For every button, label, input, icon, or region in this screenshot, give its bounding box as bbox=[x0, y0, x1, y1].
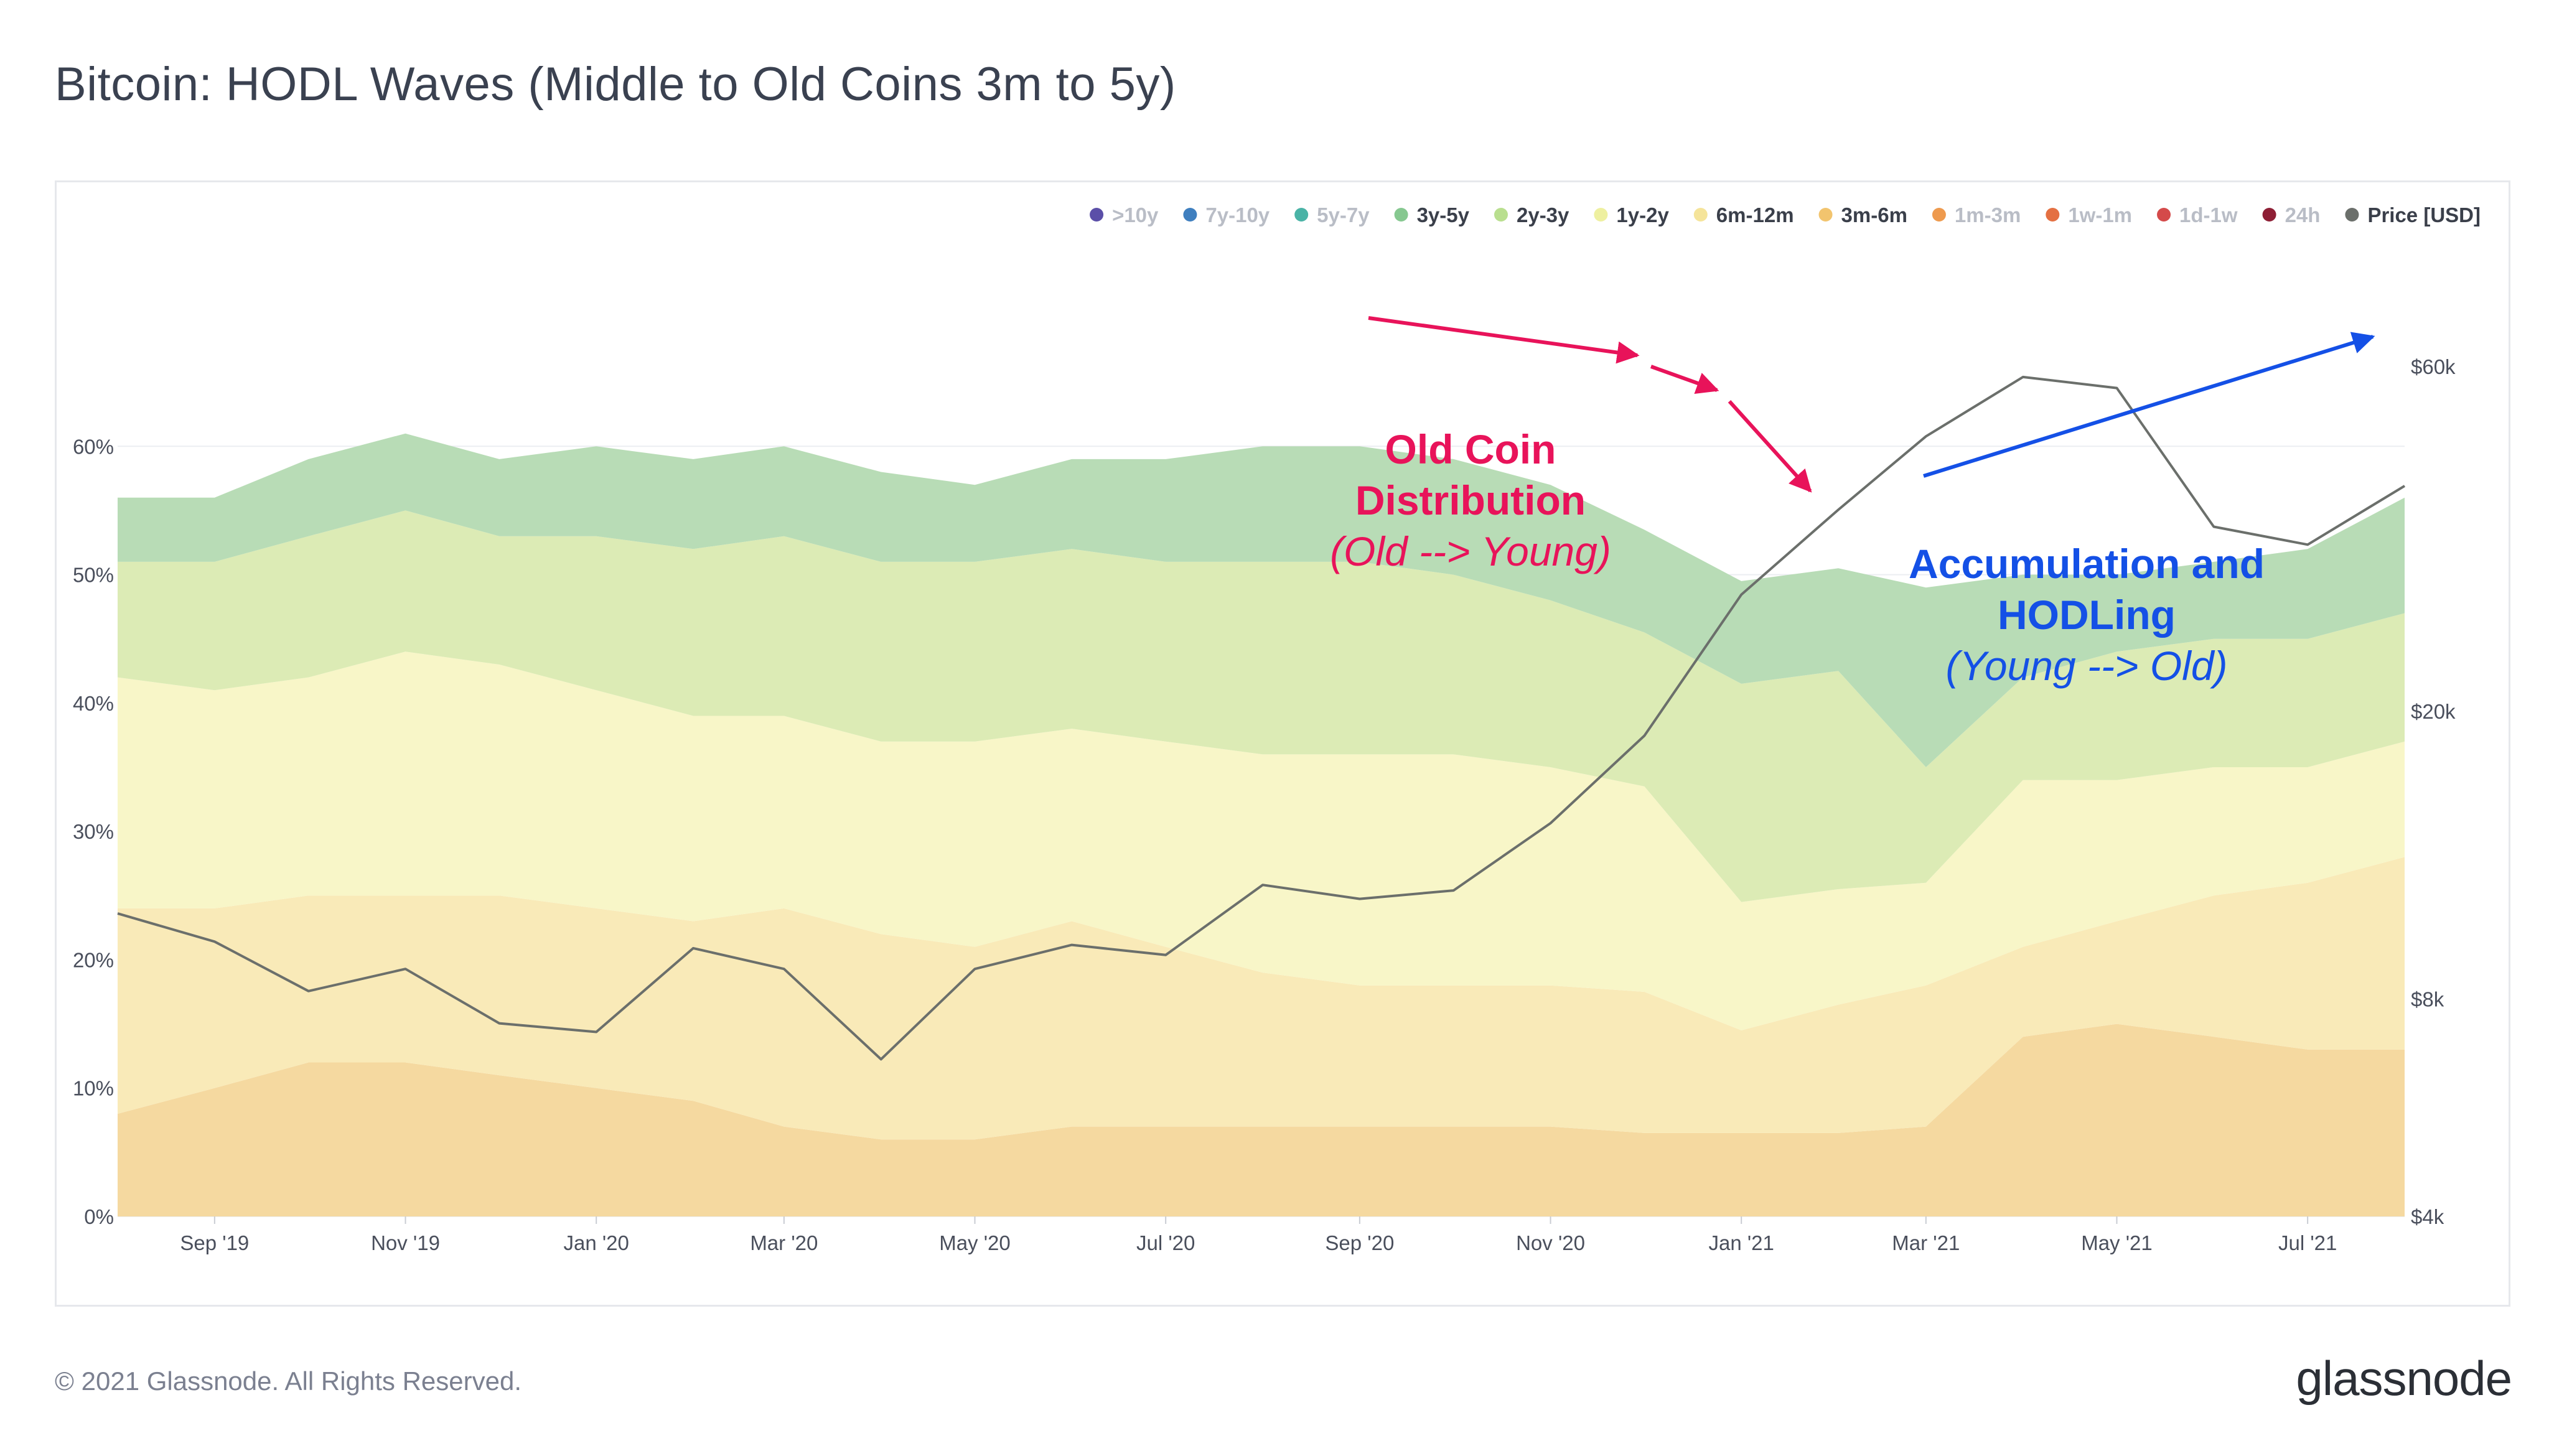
legend-dot bbox=[1818, 208, 1833, 222]
legend-dot bbox=[2262, 208, 2276, 222]
distribution-label-line1: Old Coin bbox=[1385, 426, 1556, 472]
accumulation-subtitle: (Young --> Old) bbox=[1945, 643, 2227, 689]
legend-label: 1w-1m bbox=[2068, 203, 2132, 226]
legend-item-3m-6m[interactable]: 3m-6m bbox=[1818, 203, 1907, 226]
legend-label: 3y-5y bbox=[1417, 203, 1470, 226]
legend-label: 5y-7y bbox=[1317, 203, 1370, 226]
legend-label: 3m-6m bbox=[1841, 203, 1907, 226]
legend-dot bbox=[2157, 208, 2171, 222]
y-axis-right: $4k $8k $20k $60k bbox=[2411, 355, 2456, 1228]
y-right-tick-label: $60k bbox=[2411, 355, 2456, 378]
y-left-tick-label: 60% bbox=[73, 435, 114, 458]
legend-dot bbox=[1494, 208, 1508, 222]
brand-logo[interactable]: glassnode bbox=[2296, 1351, 2512, 1406]
legend-label: 1d-1w bbox=[2179, 203, 2238, 226]
x-axis: Sep '19 Nov '19 Jan '20 Mar '20 May '20 Jul '… bbox=[180, 1216, 2337, 1254]
copyright-footer: © 2021 Glassnode. All Rights Reserved. bbox=[55, 1366, 522, 1396]
legend-item-6m-12m[interactable]: 6m-12m bbox=[1693, 203, 1794, 226]
legend-item-1m-3m[interactable]: 1m-3m bbox=[1932, 203, 2021, 226]
legend-item-7y-10y[interactable]: 7y-10y bbox=[1183, 203, 1270, 226]
legend-label: 2y-3y bbox=[1517, 203, 1569, 226]
legend-label: 1m-3m bbox=[1955, 203, 2021, 226]
legend-dot bbox=[1394, 208, 1408, 222]
y-left-tick-label: 0% bbox=[84, 1205, 114, 1228]
legend-item-5y-7y[interactable]: 5y-7y bbox=[1294, 203, 1370, 226]
legend-label: 1y-2y bbox=[1616, 203, 1669, 226]
legend-dot bbox=[1090, 208, 1104, 222]
area-6m-12m bbox=[118, 857, 2405, 1140]
x-tick-label: Jan '21 bbox=[1709, 1231, 1774, 1254]
y-right-tick-label: $8k bbox=[2411, 987, 2444, 1010]
area-3m-6m bbox=[118, 1024, 2405, 1216]
x-tick-label: Nov '19 bbox=[371, 1231, 440, 1254]
distribution-arrow bbox=[1728, 399, 1812, 493]
y-right-tick-label: $4k bbox=[2411, 1205, 2444, 1228]
x-tick-label: Mar '21 bbox=[1892, 1231, 1960, 1254]
accumulation-label-line1: Accumulation and bbox=[1909, 541, 2265, 587]
legend-dot bbox=[2345, 208, 2359, 222]
legend-label: 7y-10y bbox=[1205, 203, 1270, 226]
y-axis-left: 0% 10% 20% 30% 40% 50% 60% bbox=[73, 435, 114, 1228]
x-tick-label: Jul '20 bbox=[1136, 1231, 1195, 1254]
accumulation-arrow bbox=[1923, 332, 2375, 478]
legend-dot bbox=[1932, 208, 1946, 222]
y-right-tick-label: $20k bbox=[2411, 700, 2456, 723]
legend-item--10y[interactable]: >10y bbox=[1090, 203, 1159, 226]
x-tick-label: Sep '20 bbox=[1325, 1231, 1394, 1254]
price-line-group bbox=[117, 375, 2406, 1061]
legend-label: 6m-12m bbox=[1716, 203, 1794, 226]
legend[interactable]: >10y 7y-10y 5y-7y 3y-5y 2y-3y 1y-2y 6m-12m 3m-6… bbox=[1090, 203, 2481, 226]
legend-label: Price [USD] bbox=[2367, 203, 2481, 226]
annotations: Old Coin Distribution (Old --> Young) Accum… bbox=[1330, 316, 2375, 689]
price-line bbox=[117, 375, 2406, 1061]
distribution-label-line2: Distribution bbox=[1355, 477, 1586, 523]
page-title: Bitcoin: HODL Waves (Middle to Old Coins… bbox=[55, 58, 1176, 111]
area-2y-3y bbox=[118, 510, 2405, 902]
x-tick-label: May '20 bbox=[939, 1231, 1011, 1254]
hodl-waves-chart: glassnode 0%10%20%30%40%50%60% $4k$8k$20… bbox=[73, 203, 2481, 1254]
chart-panel: glassnode 0%10%20%30%40%50%60% $4k$8k$20… bbox=[55, 180, 2510, 1307]
y-left-tick-label: 40% bbox=[73, 692, 114, 715]
x-tick-label: Jul '21 bbox=[2278, 1231, 2337, 1254]
accumulation-label-line2: HODLing bbox=[1998, 592, 2176, 638]
distribution-arrow bbox=[1650, 365, 1719, 394]
legend-item-1d-1w[interactable]: 1d-1w bbox=[2157, 203, 2238, 226]
legend-dot bbox=[1183, 208, 1197, 222]
x-tick-label: May '21 bbox=[2081, 1231, 2153, 1254]
legend-item-3y-5y[interactable]: 3y-5y bbox=[1394, 203, 1470, 226]
legend-item-1y-2y[interactable]: 1y-2y bbox=[1594, 203, 1669, 226]
legend-dot bbox=[1294, 208, 1309, 222]
y-left-tick-label: 10% bbox=[73, 1077, 114, 1100]
area-3y-5y bbox=[118, 433, 2405, 767]
area-layers bbox=[118, 433, 2405, 1216]
distribution-arrow bbox=[1368, 316, 1640, 364]
legend-label: 24h bbox=[2285, 203, 2321, 226]
x-tick-label: Jan '20 bbox=[563, 1231, 629, 1254]
legend-item-2y-3y[interactable]: 2y-3y bbox=[1494, 203, 1569, 226]
y-left-tick-label: 20% bbox=[73, 948, 114, 971]
y-left-tick-label: 50% bbox=[73, 564, 114, 587]
x-tick-label: Sep '19 bbox=[180, 1231, 249, 1254]
legend-item-1w-1m[interactable]: 1w-1m bbox=[2046, 203, 2132, 226]
x-tick-label: Mar '20 bbox=[750, 1231, 818, 1254]
legend-item-price-usd-[interactable]: Price [USD] bbox=[2345, 203, 2481, 226]
legend-dot bbox=[1693, 208, 1708, 222]
area-1y-2y bbox=[118, 651, 2405, 1030]
legend-label: >10y bbox=[1112, 203, 1159, 226]
x-tick-label: Nov '20 bbox=[1516, 1231, 1585, 1254]
legend-item-24h[interactable]: 24h bbox=[2262, 203, 2321, 226]
legend-dot bbox=[1594, 208, 1608, 222]
legend-dot bbox=[2046, 208, 2060, 222]
y-left-tick-label: 30% bbox=[73, 820, 114, 843]
distribution-subtitle: (Old --> Young) bbox=[1330, 528, 1611, 574]
